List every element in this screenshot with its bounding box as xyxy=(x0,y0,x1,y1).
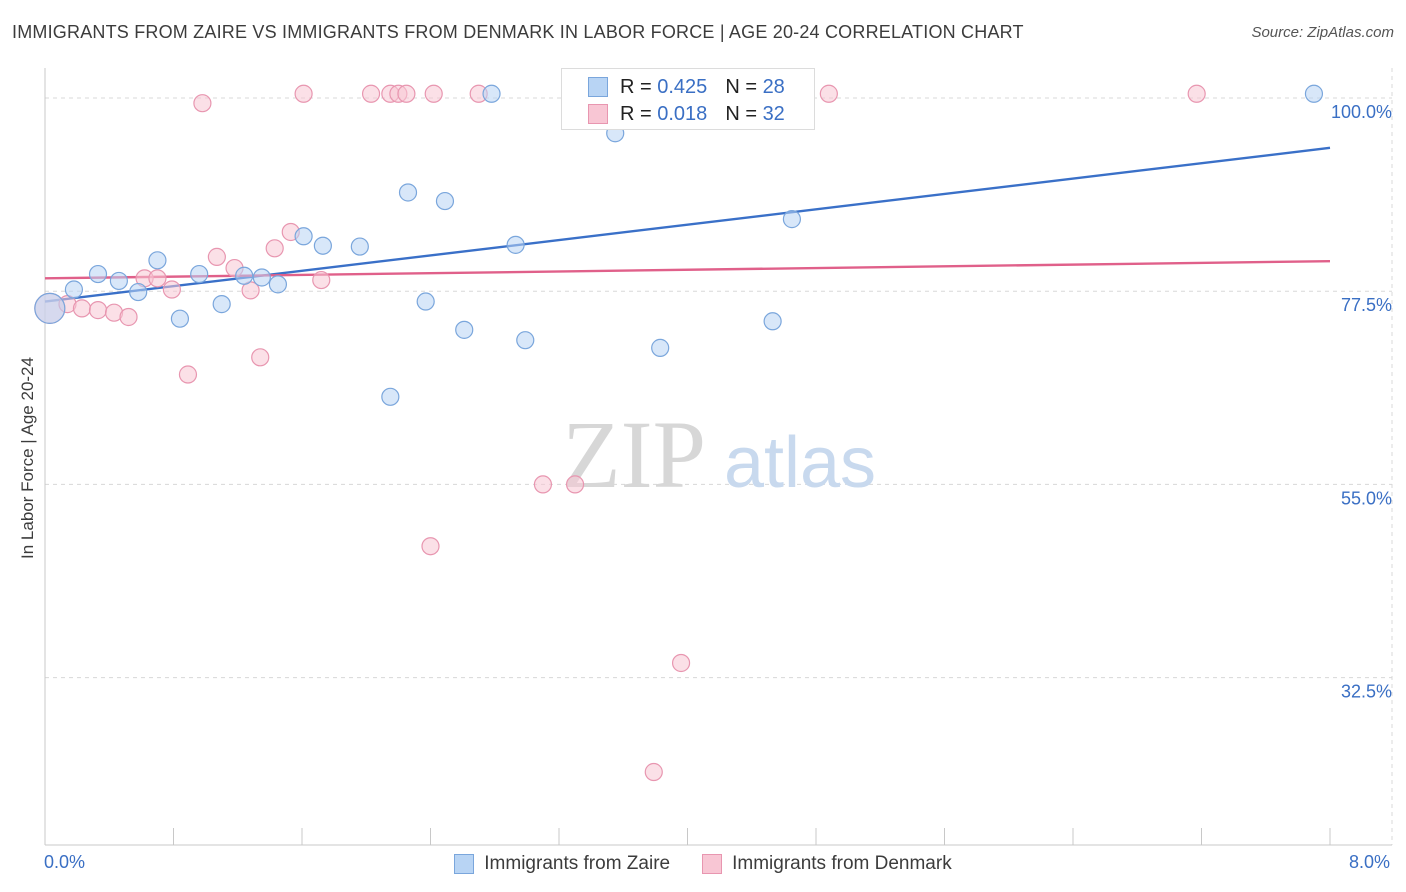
gridlines xyxy=(45,68,1393,845)
point-denmark xyxy=(312,270,331,290)
point-denmark xyxy=(265,239,284,258)
point-denmark xyxy=(421,537,440,556)
watermark-zip: ZIP xyxy=(562,401,706,508)
x-tick-label-min: 0.0% xyxy=(44,852,86,872)
legend-swatch-zaire xyxy=(454,854,475,874)
y-tick-labels: 32.5% 55.0% 77.5% 100.0% xyxy=(1331,102,1392,702)
point-zaire xyxy=(88,264,108,284)
legend-r-label: R = xyxy=(620,75,652,98)
point-denmark xyxy=(361,84,381,103)
legend-n-value-zaire: 28 xyxy=(762,75,785,98)
legend-n-label: N = xyxy=(725,75,757,98)
point-zaire xyxy=(190,264,209,284)
legend-item-zaire[interactable]: Immigrants from Zaire xyxy=(454,853,670,875)
watermark-atlas: atlas xyxy=(724,423,876,503)
legend-label-zaire: Immigrants from Zaire xyxy=(484,853,671,874)
point-zaire xyxy=(235,266,254,285)
legend-label-denmark: Immigrants from Denmark xyxy=(732,853,952,874)
stats-legend: R = 0.425 N = 28 R = 0.018 N = 32 xyxy=(561,68,815,130)
legend-n-label: N = xyxy=(725,102,757,125)
point-zaire xyxy=(416,292,435,311)
point-zaire xyxy=(252,268,271,287)
y-tick-label: 32.5% xyxy=(1341,682,1392,702)
y-tick-label: 55.0% xyxy=(1341,488,1392,508)
point-zaire xyxy=(64,280,84,299)
point-denmark xyxy=(424,84,443,103)
point-denmark xyxy=(565,475,585,494)
point-zaire xyxy=(170,309,190,328)
point-zaire xyxy=(506,235,525,254)
point-denmark xyxy=(162,280,181,299)
legend-r-label: R = xyxy=(620,102,652,125)
point-denmark xyxy=(193,94,212,113)
point-denmark xyxy=(251,348,270,367)
point-denmark xyxy=(644,762,663,782)
data-points xyxy=(34,84,1324,782)
point-zaire xyxy=(294,227,313,246)
legend-item-denmark[interactable]: Immigrants from Denmark xyxy=(702,853,952,875)
watermark: ZIP atlas xyxy=(562,401,876,508)
legend-row-zaire: R = 0.425 N = 28 xyxy=(588,75,785,99)
point-denmark xyxy=(819,84,838,103)
y-axis-label: In Labor Force | Age 20-24 xyxy=(18,357,37,559)
point-zaire xyxy=(350,237,369,256)
point-denmark xyxy=(397,84,416,103)
legend-r-value-zaire: 0.425 xyxy=(657,75,708,98)
point-zaire xyxy=(381,387,400,406)
point-zaire xyxy=(516,331,535,350)
point-zaire xyxy=(763,312,782,331)
legend-swatch-zaire xyxy=(588,77,608,97)
point-denmark xyxy=(72,299,92,318)
point-denmark xyxy=(533,475,553,494)
point-zaire xyxy=(398,183,418,202)
legend-swatch-denmark xyxy=(702,854,723,874)
legend-n-value-denmark: 32 xyxy=(762,102,785,125)
point-denmark xyxy=(671,653,691,673)
x-tick-label-max: 8.0% xyxy=(1349,852,1391,872)
point-zaire xyxy=(435,191,455,211)
point-denmark xyxy=(294,84,313,103)
series-legend: Immigrants from Zaire Immigrants from De… xyxy=(0,851,1406,877)
source-label: Source: ZipAtlas.com xyxy=(1251,24,1394,41)
point-denmark xyxy=(207,247,226,266)
point-zaire xyxy=(455,320,474,339)
point-zaire xyxy=(1304,84,1324,103)
point-denmark xyxy=(178,365,198,384)
legend-row-denmark: R = 0.018 N = 32 xyxy=(588,102,785,126)
point-denmark xyxy=(88,301,108,320)
point-zaire xyxy=(148,251,167,270)
point-zaire xyxy=(482,84,501,103)
legend-swatch-denmark xyxy=(588,104,608,124)
point-zaire xyxy=(34,292,66,324)
point-zaire xyxy=(212,295,231,314)
y-tick-label: 77.5% xyxy=(1341,295,1392,315)
point-zaire xyxy=(268,275,288,294)
point-denmark xyxy=(1187,84,1206,103)
y-tick-label: 100.0% xyxy=(1331,102,1392,122)
point-zaire xyxy=(313,236,332,255)
point-zaire xyxy=(782,210,802,229)
point-zaire xyxy=(129,282,148,302)
legend-r-value-denmark: 0.018 xyxy=(657,102,708,125)
point-denmark xyxy=(148,269,167,288)
point-zaire xyxy=(651,338,670,357)
point-zaire xyxy=(109,271,128,291)
chart-title: IMMIGRANTS FROM ZAIRE VS IMMIGRANTS FROM… xyxy=(12,22,1024,42)
point-denmark xyxy=(119,307,138,327)
axes xyxy=(44,68,1392,846)
